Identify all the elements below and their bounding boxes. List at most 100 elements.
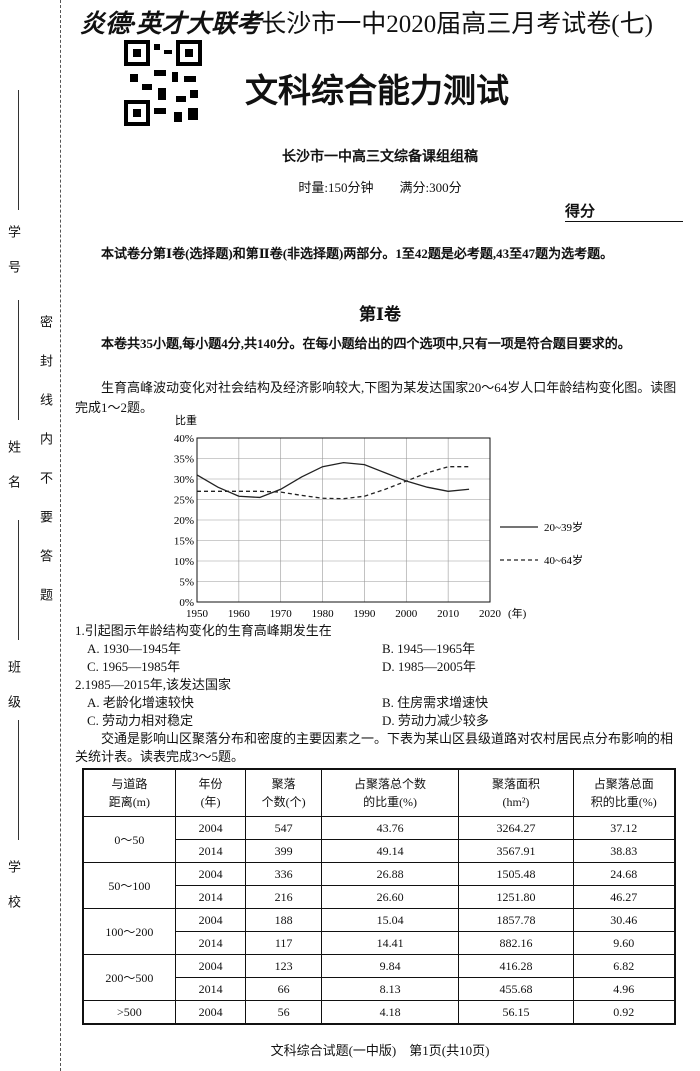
- header-cell: 年份 (年): [174, 768, 247, 817]
- table-row: 2014 399 49.14 3567.91 38.83: [83, 839, 676, 863]
- x-tick-label: 1960: [228, 608, 251, 620]
- passage: 生育高峰波动变化对社会结构及经济影响较大,下图为某发达国家20～64岁人口年龄结…: [75, 380, 677, 415]
- table-cell: 117: [245, 931, 322, 955]
- x-tick-label: 2000: [395, 608, 418, 620]
- series-line: [196, 461, 470, 499]
- compiler: 长沙市一中高三文综备课组组稿: [282, 150, 478, 165]
- margin-label: 学号: [6, 225, 21, 295]
- option: D. 1985—2005年: [382, 659, 476, 674]
- subject-title: 文科综合能力测试: [245, 71, 509, 110]
- distance-cell: >500: [82, 1000, 176, 1025]
- x-tick-label: 1950: [186, 608, 209, 620]
- table-row: 0～50 2004 547 43.76 3264.27 37.12: [82, 816, 676, 863]
- option: B. 1945—1965年: [382, 641, 476, 656]
- header-row: 与道路 距离(m) 年份 (年) 聚落 个数(个) 占聚落总个数 的比重(%) 聚落面积…: [82, 768, 676, 817]
- table-row: 200～500 2004 123 9.84 416.28 6.82: [82, 954, 676, 1001]
- table-cell: 123: [245, 954, 322, 978]
- table-cell: 56.15: [458, 1000, 574, 1025]
- table-cell: 26.60: [320, 885, 460, 909]
- table-cell: 216: [245, 885, 322, 909]
- x-tick-label: 1980: [312, 608, 335, 620]
- blank-line: [18, 720, 19, 840]
- table-cell: 336: [245, 862, 322, 886]
- table-cell: 46.27: [572, 885, 676, 909]
- table-cell: 882.16: [458, 931, 574, 955]
- x-tick-label: 1990: [353, 608, 376, 620]
- table-cell: 24.68: [572, 862, 676, 886]
- chart: 0% 5% 10% 15% 20% 25% 30% 35% 40% 1950 1960 1970 198…: [174, 413, 583, 620]
- options: A. 老龄化增速较快 B. 住房需求增速快 C. 劳动力相对稳定 D. 劳动力减少较多: [75, 694, 685, 730]
- table-cell: 1505.48: [458, 862, 574, 886]
- y-tick-label: 0%: [179, 597, 194, 609]
- distance-cell: 50～100: [82, 862, 176, 909]
- exam-header: 炎德·英才大联考长沙市一中2020届高三月考试卷(七): [80, 4, 653, 40]
- seal-line: [60, 0, 61, 1071]
- table-cell: 4.96: [572, 977, 676, 1001]
- option: B. 住房需求增速快: [382, 695, 489, 710]
- y-tick-label: 20%: [174, 515, 194, 527]
- table-cell: 6.82: [572, 954, 676, 978]
- table-cell: 2004: [174, 816, 247, 840]
- passage: 交通是影响山区聚落分布和密度的主要因素之一。下表为某山区县级道路对农村居民点分布…: [75, 731, 674, 764]
- table-cell: 15.04: [320, 908, 460, 932]
- table-cell: 2004: [174, 908, 247, 932]
- y-tick-label: 15%: [174, 536, 194, 548]
- table-cell: 26.88: [320, 862, 460, 886]
- y-tick-label: 35%: [174, 454, 194, 466]
- table-cell: 38.83: [572, 839, 676, 863]
- table-cell: 2014: [174, 885, 247, 909]
- table-cell: 8.13: [320, 977, 460, 1001]
- x-tick-label: 2020: [479, 608, 502, 620]
- distance-cell: 0～50: [82, 816, 176, 863]
- table-cell: 4.18: [320, 1000, 460, 1025]
- score-label: 得分: [565, 200, 683, 222]
- y-tick-label: 25%: [174, 495, 194, 507]
- option: C. 劳动力相对稳定: [87, 713, 194, 728]
- table-cell: 3567.91: [458, 839, 574, 863]
- table-cell: 2004: [174, 1000, 247, 1025]
- table-cell: 416.28: [458, 954, 574, 978]
- legend-label: 40~64岁: [544, 553, 583, 567]
- table-cell: 49.14: [320, 839, 460, 863]
- margin-label: 学校: [6, 860, 21, 930]
- blank-line: [18, 520, 19, 640]
- table-cell: 37.12: [572, 816, 676, 840]
- y-axis-label: 比重: [175, 413, 197, 427]
- table-cell: 2014: [174, 839, 247, 863]
- data-table: 与道路 距离(m) 年份 (年) 聚落 个数(个) 占聚落总个数 的比重(%) 聚落面积…: [82, 768, 676, 1025]
- table-cell: 2014: [174, 977, 247, 1001]
- qr-code: [124, 40, 202, 126]
- x-tick-label: 1970: [270, 608, 293, 620]
- distance-cell: 100～200: [82, 908, 176, 955]
- table-cell: 9.60: [572, 931, 676, 955]
- table-cell: 14.41: [320, 931, 460, 955]
- table-row: 2014 66 8.13 455.68 4.96: [83, 977, 676, 1001]
- table-cell: 547: [245, 816, 322, 840]
- brand: 炎德·英才大联考: [80, 11, 262, 38]
- margin-label: 班级: [6, 660, 21, 730]
- table-row: 100～200 2004 188 15.04 1857.78 30.46: [82, 908, 676, 955]
- table-cell: 1251.80: [458, 885, 574, 909]
- option: A. 老龄化增速较快: [87, 695, 194, 710]
- options: A. 1930—1945年 B. 1945—1965年 C. 1965—1985年 D…: [75, 640, 685, 676]
- table-cell: 3264.27: [458, 816, 574, 840]
- header-cell: 与道路 距离(m): [82, 768, 176, 817]
- blank-line: [18, 300, 19, 420]
- table-row: 2014 117 14.41 882.16 9.60: [83, 931, 676, 955]
- table-row: 50～100 2004 336 26.88 1505.48 24.68: [82, 862, 676, 909]
- table-cell: 2004: [174, 862, 247, 886]
- series-line: [197, 466, 470, 500]
- table-cell: 0.92: [572, 1000, 676, 1025]
- y-tick-label: 40%: [174, 433, 194, 445]
- time-score: 时量:150分钟 满分:300分: [298, 180, 462, 195]
- table-wrap: 与道路 距离(m) 年份 (年) 聚落 个数(个) 占聚落总个数 的比重(%) 聚落面积…: [82, 768, 676, 1025]
- header-cell: 占聚落总面 积的比重(%): [572, 768, 676, 817]
- questions: 1.引起图示年龄结构变化的生育高峰期发生在 A. 1930—1945年 B. 194…: [75, 622, 685, 730]
- plot-frame: [196, 437, 491, 603]
- section-intro: 本卷共35小题,每小题4分,共140分。在每小题给出的四个选项中,只有一项是符合…: [101, 336, 631, 351]
- exam-title: 长沙市一中2020届高三月考试卷(七): [261, 11, 653, 38]
- option: D. 劳动力减少较多: [382, 713, 489, 728]
- table-cell: 399: [245, 839, 322, 863]
- footer: 文科综合试题(一中版) 第1页(共10页): [270, 1043, 490, 1058]
